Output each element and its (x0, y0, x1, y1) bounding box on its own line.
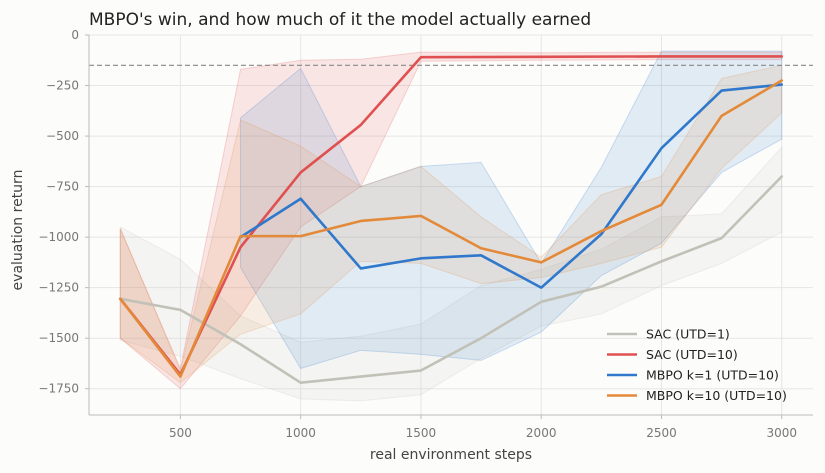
x-tick-label: 500 (169, 426, 192, 440)
confidence-band (119, 51, 783, 390)
grid (89, 34, 813, 415)
confidence-bands (119, 50, 783, 402)
y-axis-label: evaluation return (10, 170, 26, 291)
y-tick-label: −1000 (38, 230, 79, 244)
y-tick-label: −500 (46, 129, 79, 143)
legend-entry: SAC (UTD=10) (646, 347, 738, 362)
series-lines (118, 55, 784, 384)
y-tick-label: 0 (71, 28, 79, 42)
x-tick-label: 3000 (766, 426, 797, 440)
confidence-band (240, 50, 783, 370)
x-tick-label: 1000 (285, 426, 316, 440)
chart-title: MBPO's win, and how much of it the model… (89, 10, 591, 30)
y-tick-label: −1500 (38, 331, 79, 345)
x-tick-label: 2000 (526, 426, 557, 440)
x-tick-label: 1500 (406, 426, 437, 440)
y-tick-label: −750 (46, 180, 79, 194)
series-line (118, 175, 784, 384)
confidence-band (119, 64, 783, 384)
legend-entry: SAC (UTD=1) (646, 327, 730, 342)
series-line (239, 83, 784, 289)
confidence-band (119, 145, 783, 402)
axes (85, 34, 813, 419)
x-tick-label: 2500 (646, 426, 677, 440)
y-tick-label: −250 (46, 79, 79, 93)
y-tick-label: −1250 (38, 281, 79, 295)
series-line (118, 79, 784, 378)
legend: SAC (UTD=1) SAC (UTD=10) MBPO k=1 (UTD=10)… (607, 327, 787, 403)
tick-labels: 500 1000 1500 2000 2500 3000 0 −250 −500 −750 −100… (38, 28, 797, 440)
legend-entry: MBPO k=10 (UTD=10) (646, 388, 787, 403)
x-axis-label: real environment steps (370, 447, 532, 463)
y-tick-label: −1750 (38, 382, 79, 396)
legend-entry: MBPO k=1 (UTD=10) (646, 368, 779, 383)
